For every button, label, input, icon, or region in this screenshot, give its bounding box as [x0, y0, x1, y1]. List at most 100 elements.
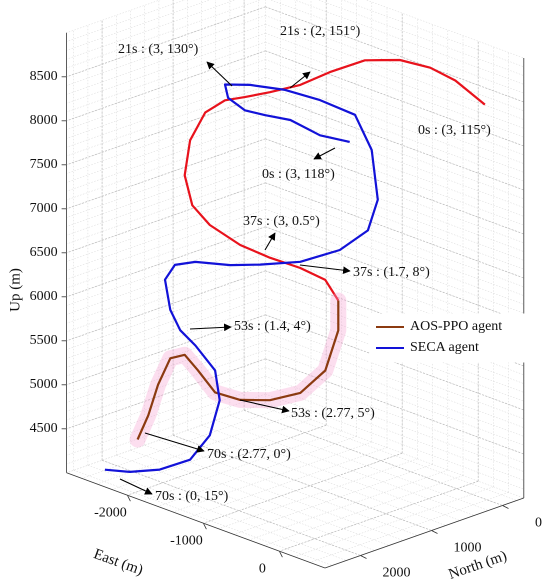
- minor-grid-line: [258, 405, 517, 501]
- arrow: [206, 61, 233, 87]
- grid-line: [66, 314, 266, 386]
- grid-line: [66, 138, 266, 210]
- minor-grid-line: [341, 0, 524, 68]
- grid-line: [265, 226, 524, 323]
- minor-grid-line: [248, 469, 448, 541]
- minor-grid-line: [265, 147, 524, 244]
- z-tick-label: 7500: [30, 157, 58, 172]
- minor-grid-line: [66, 191, 266, 262]
- minor-grid-line: [265, 41, 524, 138]
- annotation: 21s : (2, 151°): [280, 24, 361, 39]
- minor-grid-line: [265, 402, 524, 499]
- minor-grid-line: [365, 0, 524, 59]
- minor-grid-line: [265, 296, 524, 393]
- minor-grid-line: [116, 455, 375, 551]
- minor-grid-line: [265, 173, 524, 270]
- z-tick-label: 4500: [30, 421, 58, 436]
- z-tick-label: 6000: [30, 289, 58, 304]
- minor-grid-line: [66, 41, 266, 113]
- annotation: 21s : (3, 130°): [118, 42, 199, 57]
- z-tick-label: 8500: [30, 69, 58, 84]
- minor-grid-line: [265, 164, 524, 261]
- minor-grid-line: [66, 156, 266, 227]
- minor-grid-line: [264, 475, 464, 546]
- minor-grid-line: [66, 0, 186, 42]
- minor-grid-line: [66, 384, 266, 456]
- minor-grid-line: [66, 402, 266, 474]
- y-tick-label: 0: [535, 516, 542, 531]
- x-tick-label: -1000: [170, 533, 203, 548]
- y-tick: [360, 555, 367, 559]
- minor-grid-line: [215, 420, 475, 516]
- minor-grid-line: [66, 393, 266, 465]
- x-tick-label: 0: [259, 561, 266, 576]
- minor-grid-line: [66, 59, 266, 130]
- arrow: [144, 432, 205, 453]
- minor-grid-line: [157, 436, 357, 507]
- z-tick-label: 7000: [30, 201, 58, 216]
- minor-grid-line: [66, 200, 266, 271]
- minor-grid-line: [265, 200, 524, 296]
- annotation: 0s : (3, 115°): [418, 123, 491, 138]
- grid-line: [66, 270, 266, 342]
- annotation: 70s : (2.77, 0°): [207, 447, 291, 462]
- minor-grid-line: [66, 279, 266, 350]
- minor-grid-line: [66, 173, 266, 245]
- minor-grid-line: [265, 305, 524, 402]
- minor-grid-line: [265, 59, 524, 156]
- minor-grid-line: [66, 323, 266, 394]
- trajectory: [104, 83, 379, 473]
- minor-grid-line: [265, 323, 524, 420]
- minor-grid-line: [265, 85, 524, 182]
- minor-grid-line: [66, 235, 266, 306]
- minor-grid-line: [87, 465, 347, 561]
- minor-grid-line: [265, 103, 524, 200]
- minor-grid-line: [265, 129, 524, 226]
- grid-line: [66, 6, 266, 78]
- annotation: 53s : (1.4, 4°): [234, 319, 311, 334]
- z-tick-label: 5000: [30, 377, 58, 392]
- annotations: 21s : (3, 130°) 21s : (2, 151°) 0s : (3,…: [118, 24, 491, 504]
- minor-grid-line: [265, 384, 524, 481]
- z-axis-label: Up (m): [7, 268, 23, 312]
- grid-line: [127, 424, 327, 496]
- annotation-arrows: [119, 61, 351, 495]
- y-tick: [431, 530, 438, 534]
- trajectory: [183, 58, 486, 302]
- minor-grid-line: [66, 68, 266, 139]
- minor-grid-line: [317, 0, 524, 76]
- grid-line: [66, 94, 266, 166]
- x-axis-label: East (m): [91, 546, 145, 579]
- grid-line: [265, 94, 524, 191]
- minor-grid-line: [66, 0, 211, 51]
- z-tick-label: 6500: [30, 245, 58, 260]
- minor-grid-line: [66, 208, 266, 280]
- minor-grid-line: [66, 367, 266, 438]
- minor-grid-line: [66, 120, 266, 192]
- grid-line: [265, 138, 524, 235]
- minor-grid-line: [265, 208, 524, 305]
- arrow: [239, 399, 290, 414]
- annotation: 37s : (1.7, 8°): [353, 265, 430, 280]
- z-tick-label: 5500: [30, 333, 58, 348]
- minor-grid-line: [265, 191, 524, 288]
- minor-grid-line: [112, 419, 312, 490]
- grid-line: [66, 182, 266, 254]
- minor-grid-line: [66, 103, 266, 174]
- minor-grid-line: [73, 470, 333, 566]
- minor-grid-line: [66, 164, 266, 236]
- legend: AOS-PPO agent SECA agent: [369, 313, 527, 363]
- grid-line: [265, 50, 524, 147]
- minor-grid-line: [66, 217, 266, 289]
- legend-label: AOS-PPO agent: [410, 319, 502, 334]
- grid: -2000 -1000 0 0 1000 2000 4500 5000 5500 6000 6500…: [30, 0, 542, 581]
- z-tick-label: 8000: [30, 113, 58, 128]
- minor-grid-line: [66, 305, 266, 377]
- minor-grid-line: [66, 349, 266, 421]
- minor-grid-line: [265, 32, 524, 129]
- minor-grid-line: [66, 376, 266, 447]
- minor-grid-line: [66, 261, 266, 333]
- minor-grid-line: [66, 112, 266, 183]
- minor-grid-line: [66, 0, 236, 60]
- axis-line: [66, 472, 326, 569]
